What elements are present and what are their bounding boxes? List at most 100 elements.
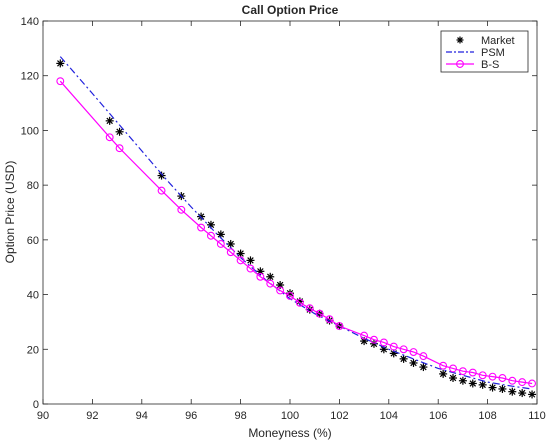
x-tick-label: 94 xyxy=(136,410,148,422)
data-point xyxy=(478,371,487,380)
data-point xyxy=(266,279,275,288)
x-tick-label: 92 xyxy=(86,410,98,422)
data-point xyxy=(115,144,124,153)
data-point xyxy=(295,298,304,307)
y-tick-label: 140 xyxy=(21,16,39,28)
data-point xyxy=(399,354,408,363)
data-point xyxy=(468,368,477,377)
data-point xyxy=(419,352,428,361)
data-point xyxy=(439,369,448,378)
y-tick-label: 20 xyxy=(27,344,39,356)
y-axis-label: Option Price (USD) xyxy=(3,161,17,264)
data-point xyxy=(498,374,507,382)
x-tick-label: 100 xyxy=(281,410,299,422)
data-point xyxy=(379,338,388,347)
x-tick-label: 98 xyxy=(234,410,246,422)
data-point xyxy=(56,77,65,86)
x-tick-label: 96 xyxy=(185,410,197,422)
data-point xyxy=(439,361,448,370)
legend-marker xyxy=(456,60,464,68)
data-point xyxy=(449,374,458,383)
legend-entry: PSM xyxy=(446,47,505,59)
data-point xyxy=(246,264,255,273)
data-point xyxy=(286,291,294,300)
data-point xyxy=(157,171,166,180)
data-point xyxy=(518,378,527,387)
data-point xyxy=(315,309,324,318)
y-tick-label: 40 xyxy=(27,290,39,302)
data-point xyxy=(266,272,275,281)
data-point xyxy=(157,186,166,195)
x-tick-label: 110 xyxy=(528,410,546,422)
data-point xyxy=(325,315,334,324)
data-point xyxy=(236,256,245,265)
data-point xyxy=(206,220,215,229)
data-point xyxy=(360,331,369,340)
data-point xyxy=(370,335,378,344)
legend-entry: B-S xyxy=(446,59,499,71)
data-point xyxy=(256,272,265,281)
data-point xyxy=(419,363,428,372)
data-point xyxy=(458,367,467,376)
data-point xyxy=(246,256,255,265)
y-tick-label: 60 xyxy=(27,235,39,247)
data-point xyxy=(105,116,114,125)
data-point xyxy=(226,248,235,257)
data-point xyxy=(478,380,487,389)
series-b-s xyxy=(56,77,537,388)
chart-title: Call Option Price xyxy=(242,3,339,17)
data-point xyxy=(449,364,457,373)
x-tick-label: 108 xyxy=(478,410,496,422)
data-point xyxy=(528,379,537,388)
data-point xyxy=(508,387,517,396)
data-point xyxy=(276,286,285,295)
data-point xyxy=(216,240,225,248)
data-point xyxy=(488,372,497,381)
data-point xyxy=(305,304,314,313)
data-point xyxy=(56,59,65,68)
data-point xyxy=(498,384,507,393)
x-tick-label: 104 xyxy=(380,410,398,422)
data-point xyxy=(409,358,418,367)
plot-area xyxy=(42,20,538,405)
x-tick-label: 90 xyxy=(37,410,49,422)
legend-marker xyxy=(456,36,464,44)
legend-label: Market xyxy=(481,35,515,47)
data-point xyxy=(256,267,265,276)
y-tick-label: 0 xyxy=(33,399,39,411)
data-point xyxy=(369,339,378,348)
legend-entry: Market xyxy=(456,35,515,47)
series-psm xyxy=(59,56,533,390)
data-point xyxy=(226,239,235,248)
x-tick-label: 106 xyxy=(429,410,447,422)
series-layer xyxy=(56,56,537,399)
data-point xyxy=(177,205,186,214)
data-point xyxy=(468,379,477,388)
legend-label: B-S xyxy=(481,59,499,71)
y-tick-label: 100 xyxy=(21,125,39,137)
x-axis-label: Moneyness (%) xyxy=(248,426,331,440)
data-point xyxy=(276,280,285,289)
data-point xyxy=(518,389,527,398)
data-point xyxy=(458,376,467,385)
data-point xyxy=(508,376,517,385)
series-line xyxy=(59,80,533,385)
data-point xyxy=(207,231,215,240)
data-point xyxy=(105,133,114,142)
data-point xyxy=(389,342,398,351)
x-axis: 90 92 94 96 98 100 102 104 106 108 110 xyxy=(37,21,546,422)
data-point xyxy=(197,223,206,232)
data-point xyxy=(399,345,408,354)
data-point xyxy=(409,348,418,356)
y-tick-label: 120 xyxy=(21,71,39,83)
series-line xyxy=(59,56,533,390)
data-point xyxy=(335,322,344,330)
y-axis: 0 20 40 60 80 100 120 140 xyxy=(21,16,537,411)
data-point xyxy=(115,127,124,136)
data-point xyxy=(216,230,225,239)
y-tick-label: 80 xyxy=(27,180,39,192)
data-point xyxy=(488,383,497,392)
legend-label: PSM xyxy=(481,47,505,59)
